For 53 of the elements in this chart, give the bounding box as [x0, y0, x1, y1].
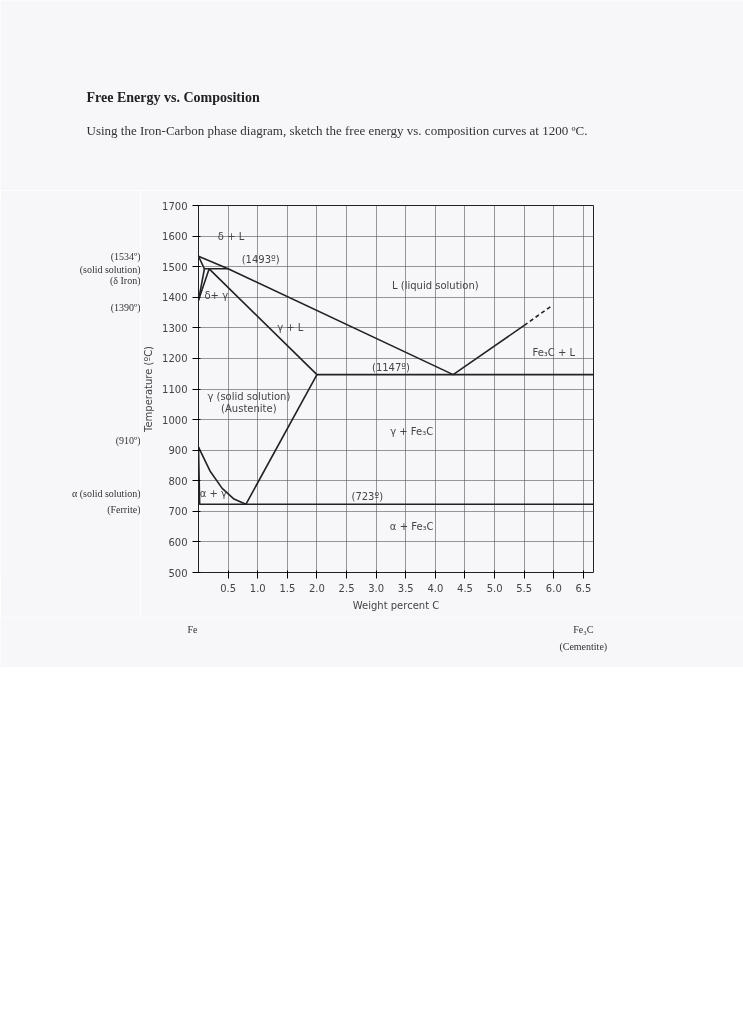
- y-tick-label: 500: [168, 567, 188, 579]
- annotation: γ + Fe₃C: [390, 426, 434, 438]
- text: Fe: [187, 624, 199, 635]
- y-tick-label: 1300: [162, 322, 188, 334]
- x-tick-label: 3.0: [368, 582, 385, 594]
- annotation: γ + L: [277, 322, 304, 334]
- annotation: L (liquid solution): [392, 279, 479, 291]
- y-tick-label: 600: [168, 536, 188, 548]
- annotation: γ (solid solution): [207, 391, 291, 403]
- y-tick-label: 700: [168, 506, 188, 518]
- x-tick-label: 5.5: [516, 582, 533, 594]
- y-tick-label: 1000: [162, 414, 188, 426]
- x-tick-label: 4.5: [457, 582, 473, 594]
- x-tick-label: 6.5: [575, 582, 592, 594]
- annotation: α + γ: [199, 488, 228, 500]
- y-tick-label: 1400: [162, 292, 188, 304]
- chart-title: Free Energy vs. Composition: [86, 90, 260, 105]
- x-tick-label: 2.5: [338, 582, 355, 594]
- x-axis-title: Weight percent C: [352, 599, 440, 611]
- text: Fe₃C: [573, 624, 594, 635]
- x-tick-label: 5.0: [486, 582, 503, 594]
- annotation: δ + L: [217, 230, 245, 242]
- text: (1390º): [110, 302, 141, 315]
- x-tick-label: 6.0: [545, 582, 562, 594]
- y-tick-label: 1100: [162, 384, 188, 395]
- text: (solid solution): [79, 264, 141, 277]
- x-tick-label: 3.5: [397, 582, 414, 594]
- annotation: α + Fe₃C: [389, 521, 434, 533]
- annotation: (Austenite): [221, 403, 277, 415]
- text: (Ferrite): [107, 504, 141, 517]
- annotation: (723º): [351, 491, 384, 503]
- annotation: (1493º): [241, 253, 280, 265]
- y-tick-label: 1200: [162, 353, 188, 365]
- text: (910º): [115, 435, 141, 448]
- text: (Cementite): [559, 641, 608, 653]
- x-tick-label: 1.0: [249, 582, 266, 594]
- y-tick-label: 900: [168, 445, 188, 457]
- annotation: (1147º): [371, 361, 411, 373]
- y-tick-label: 1700: [162, 200, 188, 212]
- text: (1534º): [110, 250, 141, 263]
- y-tick-label: 1600: [162, 231, 188, 243]
- x-tick-label: 2.0: [308, 582, 325, 594]
- x-tick-label: 1.5: [279, 582, 296, 594]
- chart-subtitle: Using the Iron-Carbon phase diagram, sketch the free energy vs. composition curves at 1200 ºC.: [86, 123, 588, 138]
- y-tick-label: 1500: [162, 261, 188, 273]
- x-tick-label: 4.0: [427, 582, 444, 594]
- x-tick-label: 0.5: [220, 582, 237, 594]
- y-axis-title: Temperature (ºC): [143, 345, 155, 434]
- annotation: Fe₃C + L: [532, 346, 576, 358]
- text: (δ Iron): [109, 274, 141, 287]
- y-tick-label: 800: [168, 475, 188, 487]
- annotation: δ+ γ: [204, 290, 229, 302]
- text: α (solid solution): [71, 488, 141, 501]
